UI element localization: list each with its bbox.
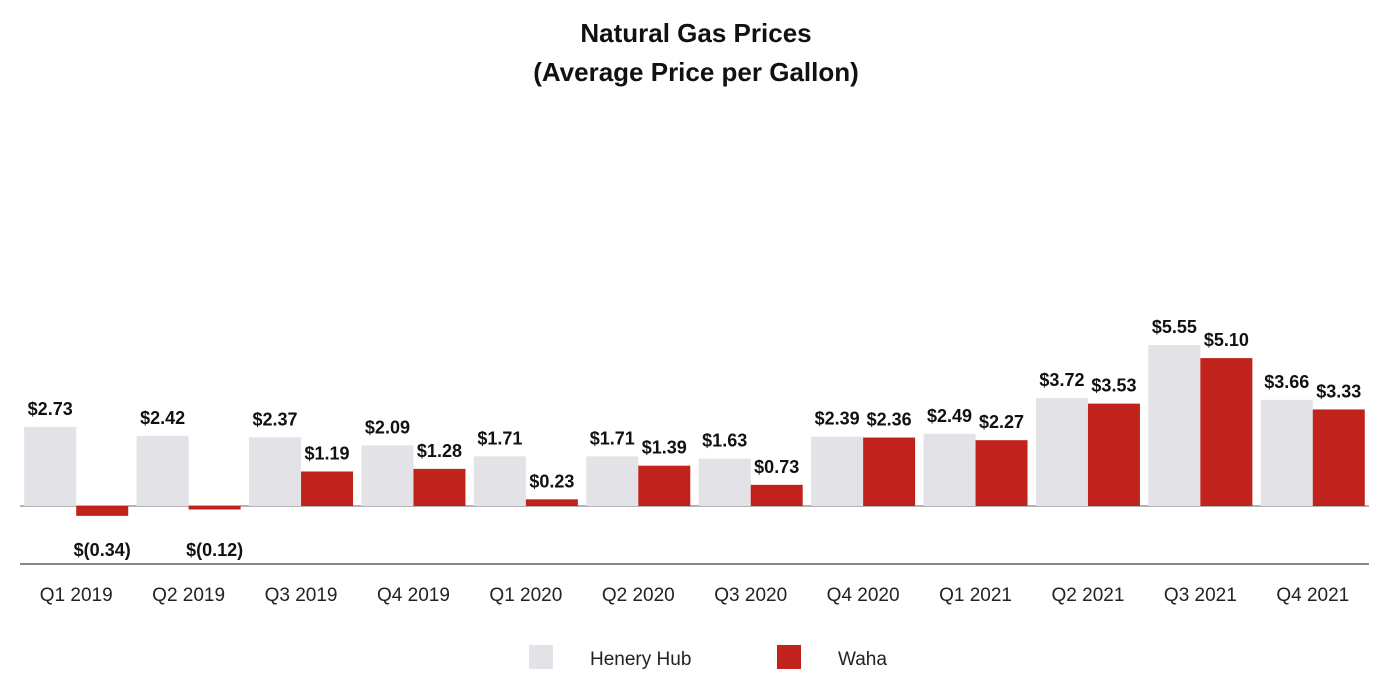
bar-henry-hub <box>136 435 189 506</box>
legend-label: Henery Hub <box>590 649 691 670</box>
chart-title: Natural Gas Prices <box>580 18 812 48</box>
x-tick-label: Q3 2020 <box>714 585 787 606</box>
bar-waha <box>750 484 803 506</box>
data-label: $2.36 <box>867 410 912 430</box>
bar-henry-hub <box>1035 398 1088 506</box>
data-label: $2.09 <box>365 417 410 437</box>
data-label: $0.73 <box>754 457 799 477</box>
data-label: $1.28 <box>417 441 462 461</box>
data-label: $2.39 <box>815 409 860 429</box>
bar-waha <box>1087 403 1140 506</box>
bar-henry-hub <box>473 456 526 506</box>
bar-waha <box>1200 358 1253 506</box>
bar-henry-hub <box>698 458 751 506</box>
data-label: $1.71 <box>477 428 522 448</box>
data-label: $(0.12) <box>186 540 243 560</box>
bar-henry-hub <box>1260 399 1313 506</box>
data-label: $1.39 <box>642 438 687 458</box>
bar-waha <box>638 465 691 506</box>
data-label: $1.71 <box>590 428 635 448</box>
data-label: $3.33 <box>1316 381 1361 401</box>
x-tick-label: Q2 2021 <box>1052 585 1125 606</box>
x-tick-label: Q3 2019 <box>265 585 338 606</box>
data-label: $2.27 <box>979 412 1024 432</box>
x-tick-label: Q1 2021 <box>939 585 1012 606</box>
bar-henry-hub <box>811 436 864 506</box>
x-tick-label: Q4 2019 <box>377 585 450 606</box>
bar-henry-hub <box>361 445 414 506</box>
x-tick-label: Q1 2019 <box>40 585 113 606</box>
bar-henry-hub <box>1148 345 1201 506</box>
data-label: $1.19 <box>305 443 350 463</box>
x-tick-label: Q1 2020 <box>489 585 562 606</box>
x-tick-label: Q2 2020 <box>602 585 675 606</box>
data-label: $3.72 <box>1039 370 1084 390</box>
legend-swatch <box>529 645 553 669</box>
data-label: $2.49 <box>927 406 972 426</box>
bar-waha <box>76 506 129 516</box>
bar-henry-hub <box>923 433 976 506</box>
bar-waha <box>301 471 354 506</box>
bar-waha <box>525 499 578 506</box>
data-label: $1.63 <box>702 431 747 451</box>
data-label: $5.10 <box>1204 330 1249 350</box>
bar-waha <box>1312 409 1365 506</box>
bar-waha <box>413 468 466 506</box>
data-label: $3.53 <box>1091 376 1136 396</box>
data-label: $5.55 <box>1152 317 1197 337</box>
data-label: $2.42 <box>140 408 185 428</box>
data-label: $0.23 <box>529 471 574 491</box>
x-tick-label: Q4 2021 <box>1276 585 1349 606</box>
legend-swatch <box>777 645 801 669</box>
bar-waha <box>975 440 1028 506</box>
bar-henry-hub <box>24 426 77 506</box>
bar-waha <box>188 506 241 510</box>
data-label: $(0.34) <box>74 540 131 560</box>
data-label: $3.66 <box>1264 372 1309 392</box>
x-tick-label: Q4 2020 <box>827 585 900 606</box>
bar-henry-hub <box>586 456 639 506</box>
x-tick-label: Q3 2021 <box>1164 585 1237 606</box>
chart-subtitle: (Average Price per Gallon) <box>533 57 859 87</box>
bar-henry-hub <box>249 437 302 506</box>
legend-label: Waha <box>838 649 887 670</box>
data-label: $2.37 <box>253 409 298 429</box>
data-label: $2.73 <box>28 399 73 419</box>
x-tick-label: Q2 2019 <box>152 585 225 606</box>
bar-waha <box>863 437 916 506</box>
